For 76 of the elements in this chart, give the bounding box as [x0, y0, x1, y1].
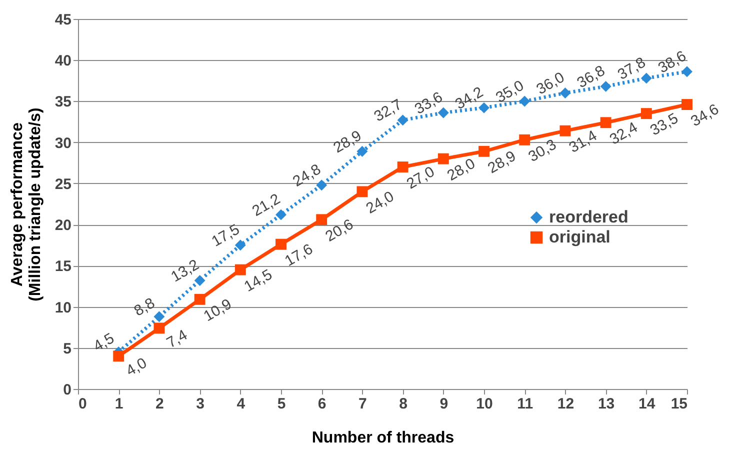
y-tick-label: 35 [54, 94, 72, 111]
data-label: 30,3 [526, 136, 560, 166]
data-label: 28,9 [330, 127, 364, 157]
x-tick-label: 3 [196, 396, 204, 412]
data-label: 36,8 [574, 62, 608, 92]
x-tick-label: 13 [598, 396, 615, 412]
data-label: 4,5 [90, 330, 118, 356]
data-label: 34,6 [688, 100, 722, 130]
point [519, 134, 530, 146]
data-label: 10,9 [200, 296, 235, 326]
x-tick-label: 10 [476, 396, 493, 412]
point [438, 153, 449, 164]
x-tick-label: 1 [114, 396, 124, 412]
data-label: 33,6 [412, 88, 446, 118]
point [276, 238, 286, 250]
point [560, 125, 571, 136]
y-tick-label: 10 [54, 299, 72, 316]
point [600, 117, 612, 128]
legend-label: original [549, 228, 610, 246]
data-label: 31,4 [566, 127, 600, 157]
y-tick-label: 30 [54, 134, 72, 152]
data-label: 20,6 [322, 216, 356, 246]
data-label: 27,0 [404, 163, 438, 193]
data-label: 32,7 [371, 96, 406, 126]
point [154, 322, 165, 334]
data-label: 17,5 [208, 221, 243, 250]
y-tick-label: 0 [63, 382, 72, 398]
point [316, 214, 328, 226]
data-label: 14,5 [241, 266, 276, 296]
x-tick-label: 9 [440, 396, 448, 412]
y-tick-label: 20 [54, 217, 72, 234]
x-tick-label: 8 [399, 396, 408, 412]
y-tick-label: 25 [54, 176, 72, 193]
x-tick-label: 14 [638, 396, 656, 412]
data-label: 24,0 [363, 188, 398, 218]
point [113, 350, 124, 362]
x-tick-label: 15 [670, 396, 688, 412]
y-tick-label: 45 [54, 12, 72, 28]
data-label: 8,8 [131, 294, 158, 320]
x-tick-label: 5 [277, 396, 286, 412]
x-tick-label: 0 [78, 396, 87, 412]
data-label: 35,0 [493, 77, 527, 106]
data-label: 36,0 [534, 68, 568, 98]
data-label: 4,0 [123, 354, 150, 380]
x-tick-label: 4 [236, 396, 246, 412]
data-label: 37,8 [614, 54, 649, 84]
data-label: 7,4 [164, 326, 190, 352]
data-label: 13,2 [168, 256, 202, 286]
point [194, 294, 206, 305]
data-label: 33,5 [647, 110, 682, 140]
data-label: 32,4 [606, 118, 641, 148]
data-label: 24,8 [290, 161, 324, 190]
y-tick-label: 40 [54, 52, 72, 70]
point [397, 162, 408, 172]
data-label: 28,0 [444, 155, 478, 184]
y-axis-title: Average performance (Million triangle update/s) [8, 108, 44, 302]
point [356, 186, 368, 198]
data-label: 21,2 [249, 190, 284, 220]
x-axis-title: Number of threads [312, 430, 454, 446]
point [478, 146, 490, 157]
data-label: 28,9 [485, 148, 519, 178]
point [682, 99, 692, 110]
point [640, 108, 652, 120]
data-label: 34,2 [452, 84, 486, 114]
y-tick-label: 15 [54, 258, 72, 276]
x-tick-label: 6 [318, 396, 326, 412]
x-tick-label: 12 [557, 396, 574, 412]
point [234, 264, 246, 276]
data-label: 17,6 [282, 240, 316, 270]
data-label: 38,6 [655, 48, 690, 77]
legend-label: reordered [549, 208, 628, 226]
x-tick-label: 2 [156, 396, 164, 412]
y-tick-label: 5 [63, 340, 72, 358]
point [154, 311, 165, 322]
x-tick-label: 11 [517, 396, 534, 412]
x-tick-label: 7 [358, 396, 367, 412]
